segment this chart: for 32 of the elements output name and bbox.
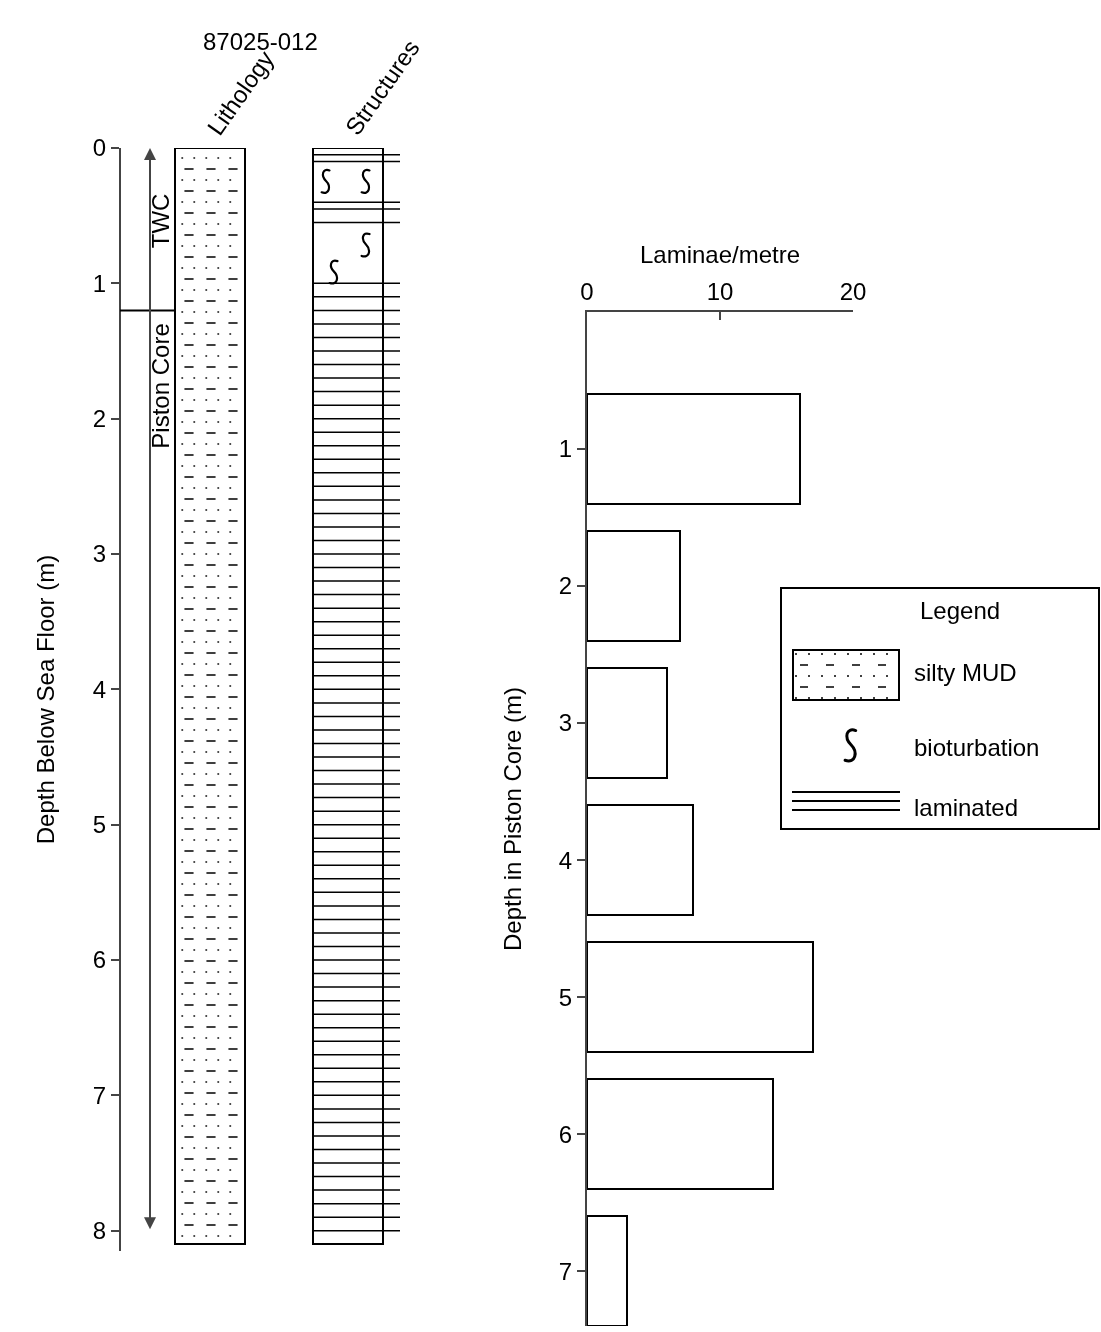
y-tick-label: 4 — [558, 846, 573, 874]
y-tick-label: 6 — [558, 1120, 573, 1148]
y-tick-label: 1 — [92, 269, 107, 297]
bar — [587, 393, 801, 505]
annotation: Piston Core — [147, 323, 175, 449]
bar — [587, 667, 668, 779]
bar — [587, 1215, 628, 1326]
y-tick-label: 5 — [558, 983, 573, 1011]
y-tick-label: 2 — [558, 572, 573, 600]
bar — [587, 1078, 774, 1190]
annotation: TWC — [146, 193, 174, 249]
x-tick-label: 10 — [706, 278, 734, 306]
x-axis-title: Laminae/metre — [639, 241, 801, 268]
y-tick-label: 3 — [558, 709, 573, 737]
bar — [587, 804, 694, 916]
y-tick-label: 4 — [92, 675, 107, 703]
y-tick-label: 1 — [558, 435, 573, 463]
y-tick-label: 8 — [92, 1217, 107, 1245]
x-tick-label: 0 — [580, 278, 594, 306]
bar — [587, 941, 814, 1053]
y-axis-title: Depth Below Sea Floor (m) — [32, 554, 60, 845]
y-axis-title: Depth in Piston Core (m) — [499, 686, 527, 952]
y-tick-label: 5 — [92, 811, 107, 839]
y-tick-label: 0 — [92, 134, 107, 162]
y-tick-label: 3 — [92, 540, 107, 568]
y-tick-label: 6 — [92, 946, 107, 974]
y-tick-label: 7 — [558, 1257, 573, 1285]
y-tick-label: 2 — [92, 405, 107, 433]
bar — [587, 530, 681, 642]
legend-box: Legend silty MUD bioturbation laminated — [780, 587, 1100, 830]
x-tick-label: 20 — [839, 278, 867, 306]
y-tick-label: 7 — [92, 1081, 107, 1109]
